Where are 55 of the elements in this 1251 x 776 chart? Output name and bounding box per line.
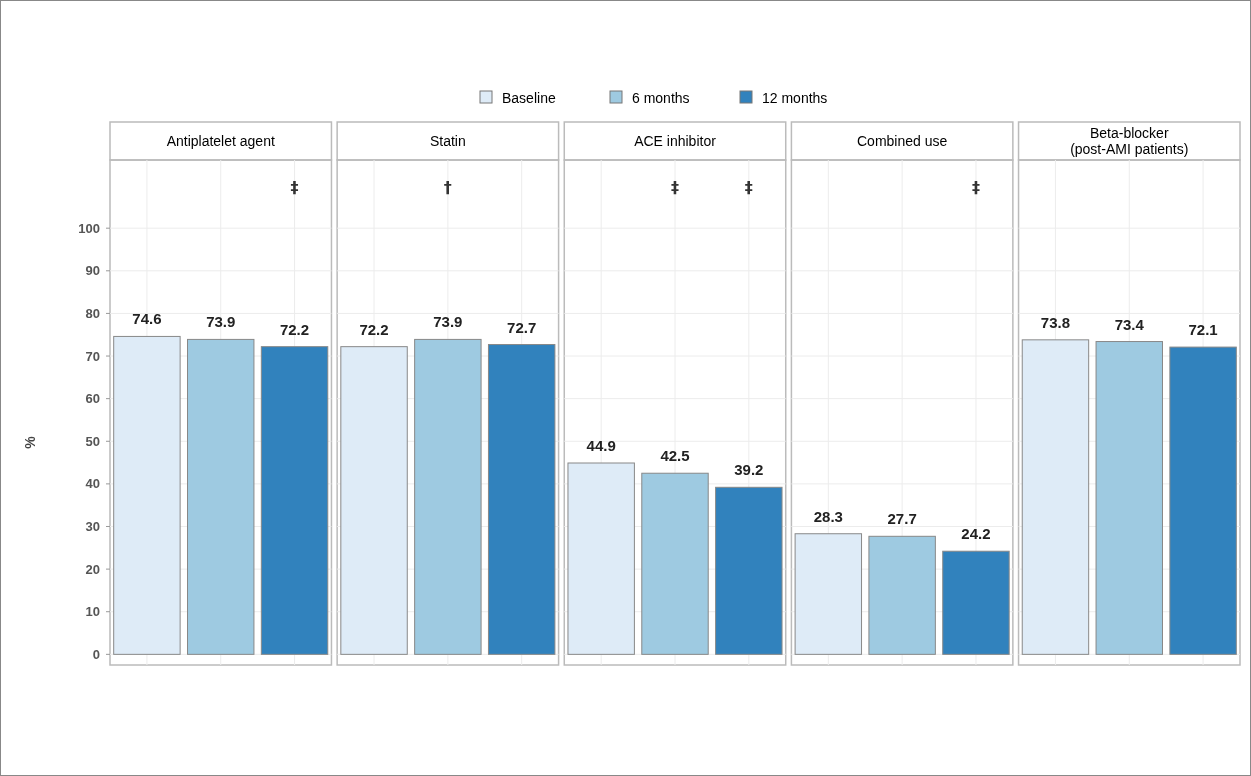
data-label: 74.6 bbox=[132, 310, 162, 328]
bar bbox=[715, 486, 783, 655]
annotation: ‡ bbox=[971, 177, 980, 197]
data-label: 44.9 bbox=[586, 437, 616, 454]
data-label: 73.9 bbox=[433, 313, 463, 331]
y-tick-label: 70 bbox=[85, 348, 100, 364]
y-tick-label: 0 bbox=[92, 646, 100, 662]
bar bbox=[1021, 339, 1090, 655]
data-label: 72.2 bbox=[359, 320, 389, 338]
x-tick-label: Combined use bbox=[857, 132, 948, 149]
data-label: 72.7 bbox=[507, 318, 537, 336]
annotation: † bbox=[443, 177, 452, 197]
legend-label: 6 months bbox=[632, 89, 690, 106]
x-tick-label: Statin bbox=[429, 132, 466, 149]
bar bbox=[641, 472, 709, 655]
x-tick-label: ACE inhibitor bbox=[634, 132, 717, 149]
bar bbox=[340, 346, 408, 655]
annotation: ‡ bbox=[671, 177, 679, 197]
bar bbox=[113, 335, 181, 655]
y-tick-label: 40 bbox=[85, 476, 100, 492]
bar bbox=[414, 338, 482, 655]
data-label: 28.3 bbox=[813, 507, 843, 525]
bar bbox=[260, 346, 329, 655]
data-label: 24.2 bbox=[961, 525, 991, 543]
annotation: ‡ bbox=[744, 177, 753, 197]
annotation: ‡ bbox=[290, 177, 299, 197]
y-axis-title: % bbox=[22, 435, 38, 449]
legend-label: Baseline bbox=[502, 89, 556, 106]
y-tick-label: 30 bbox=[85, 519, 100, 535]
bar bbox=[187, 338, 255, 655]
data-label: 73.9 bbox=[206, 313, 236, 331]
data-label: 42.5 bbox=[660, 447, 690, 465]
data-label: 72.2 bbox=[279, 320, 310, 338]
y-tick-label: 90 bbox=[85, 263, 100, 279]
y-tick-label: 80 bbox=[85, 305, 100, 321]
bar bbox=[794, 533, 863, 655]
bar bbox=[1095, 341, 1163, 655]
bar bbox=[868, 535, 936, 655]
y-tick-label: 10 bbox=[85, 604, 100, 620]
legend-label: 12 months bbox=[762, 89, 828, 106]
x-tick-label: Antiplatelet agent bbox=[166, 132, 275, 149]
bar bbox=[1169, 346, 1237, 655]
y-tick-label: 50 bbox=[85, 433, 100, 449]
data-label: 73.8 bbox=[1040, 313, 1071, 331]
data-label: 39.2 bbox=[734, 461, 764, 479]
y-tick-label: 60 bbox=[85, 391, 100, 407]
bar bbox=[567, 462, 635, 655]
x-tick-label: Beta-blocker (post-AMI patients) bbox=[1070, 124, 1189, 157]
y-tick-label: 20 bbox=[85, 561, 100, 577]
bar bbox=[487, 344, 556, 655]
data-label: 72.1 bbox=[1188, 321, 1218, 339]
data-label: 27.7 bbox=[887, 510, 917, 528]
bar bbox=[942, 550, 1010, 655]
data-label: 73.4 bbox=[1114, 315, 1145, 333]
y-tick-label: 100 bbox=[78, 220, 100, 236]
